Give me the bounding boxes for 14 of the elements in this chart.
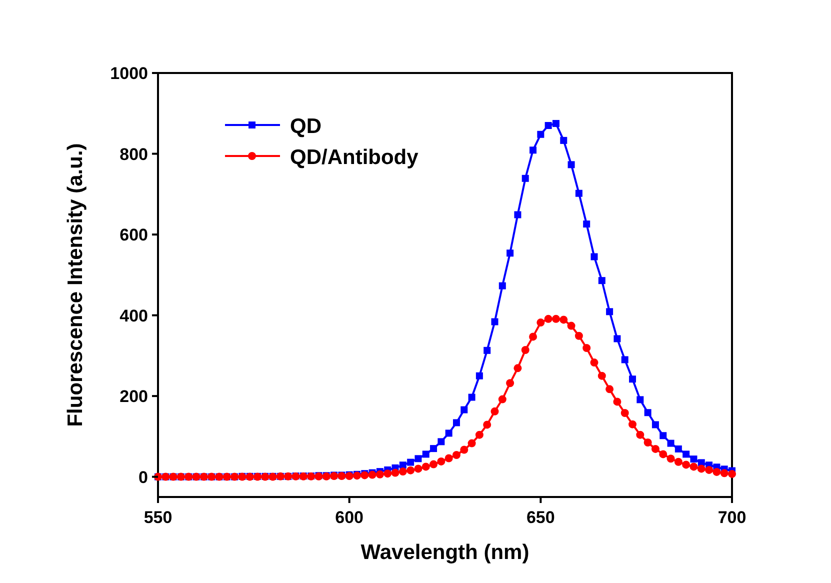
y-tick-label: 1000 (110, 64, 148, 83)
y-tick-label: 600 (120, 226, 148, 245)
x-tick-label: 650 (526, 508, 555, 527)
legend-label: QD (290, 115, 322, 138)
y-tick-label: 0 (138, 468, 148, 487)
legend-label: QD/Antibody (290, 146, 419, 169)
y-tick-label: 400 (120, 306, 148, 326)
x-tick-label: 600 (335, 508, 364, 527)
y-tick-label: 200 (120, 387, 148, 406)
x-tick-label: 550 (144, 508, 172, 527)
y-tick-label: 800 (120, 144, 148, 164)
y-axis-title: Fluorescence Intensity (a.u.) (64, 143, 87, 427)
x-tick-label: 700 (718, 508, 746, 527)
x-axis-title: Wavelength (nm) (360, 541, 530, 564)
